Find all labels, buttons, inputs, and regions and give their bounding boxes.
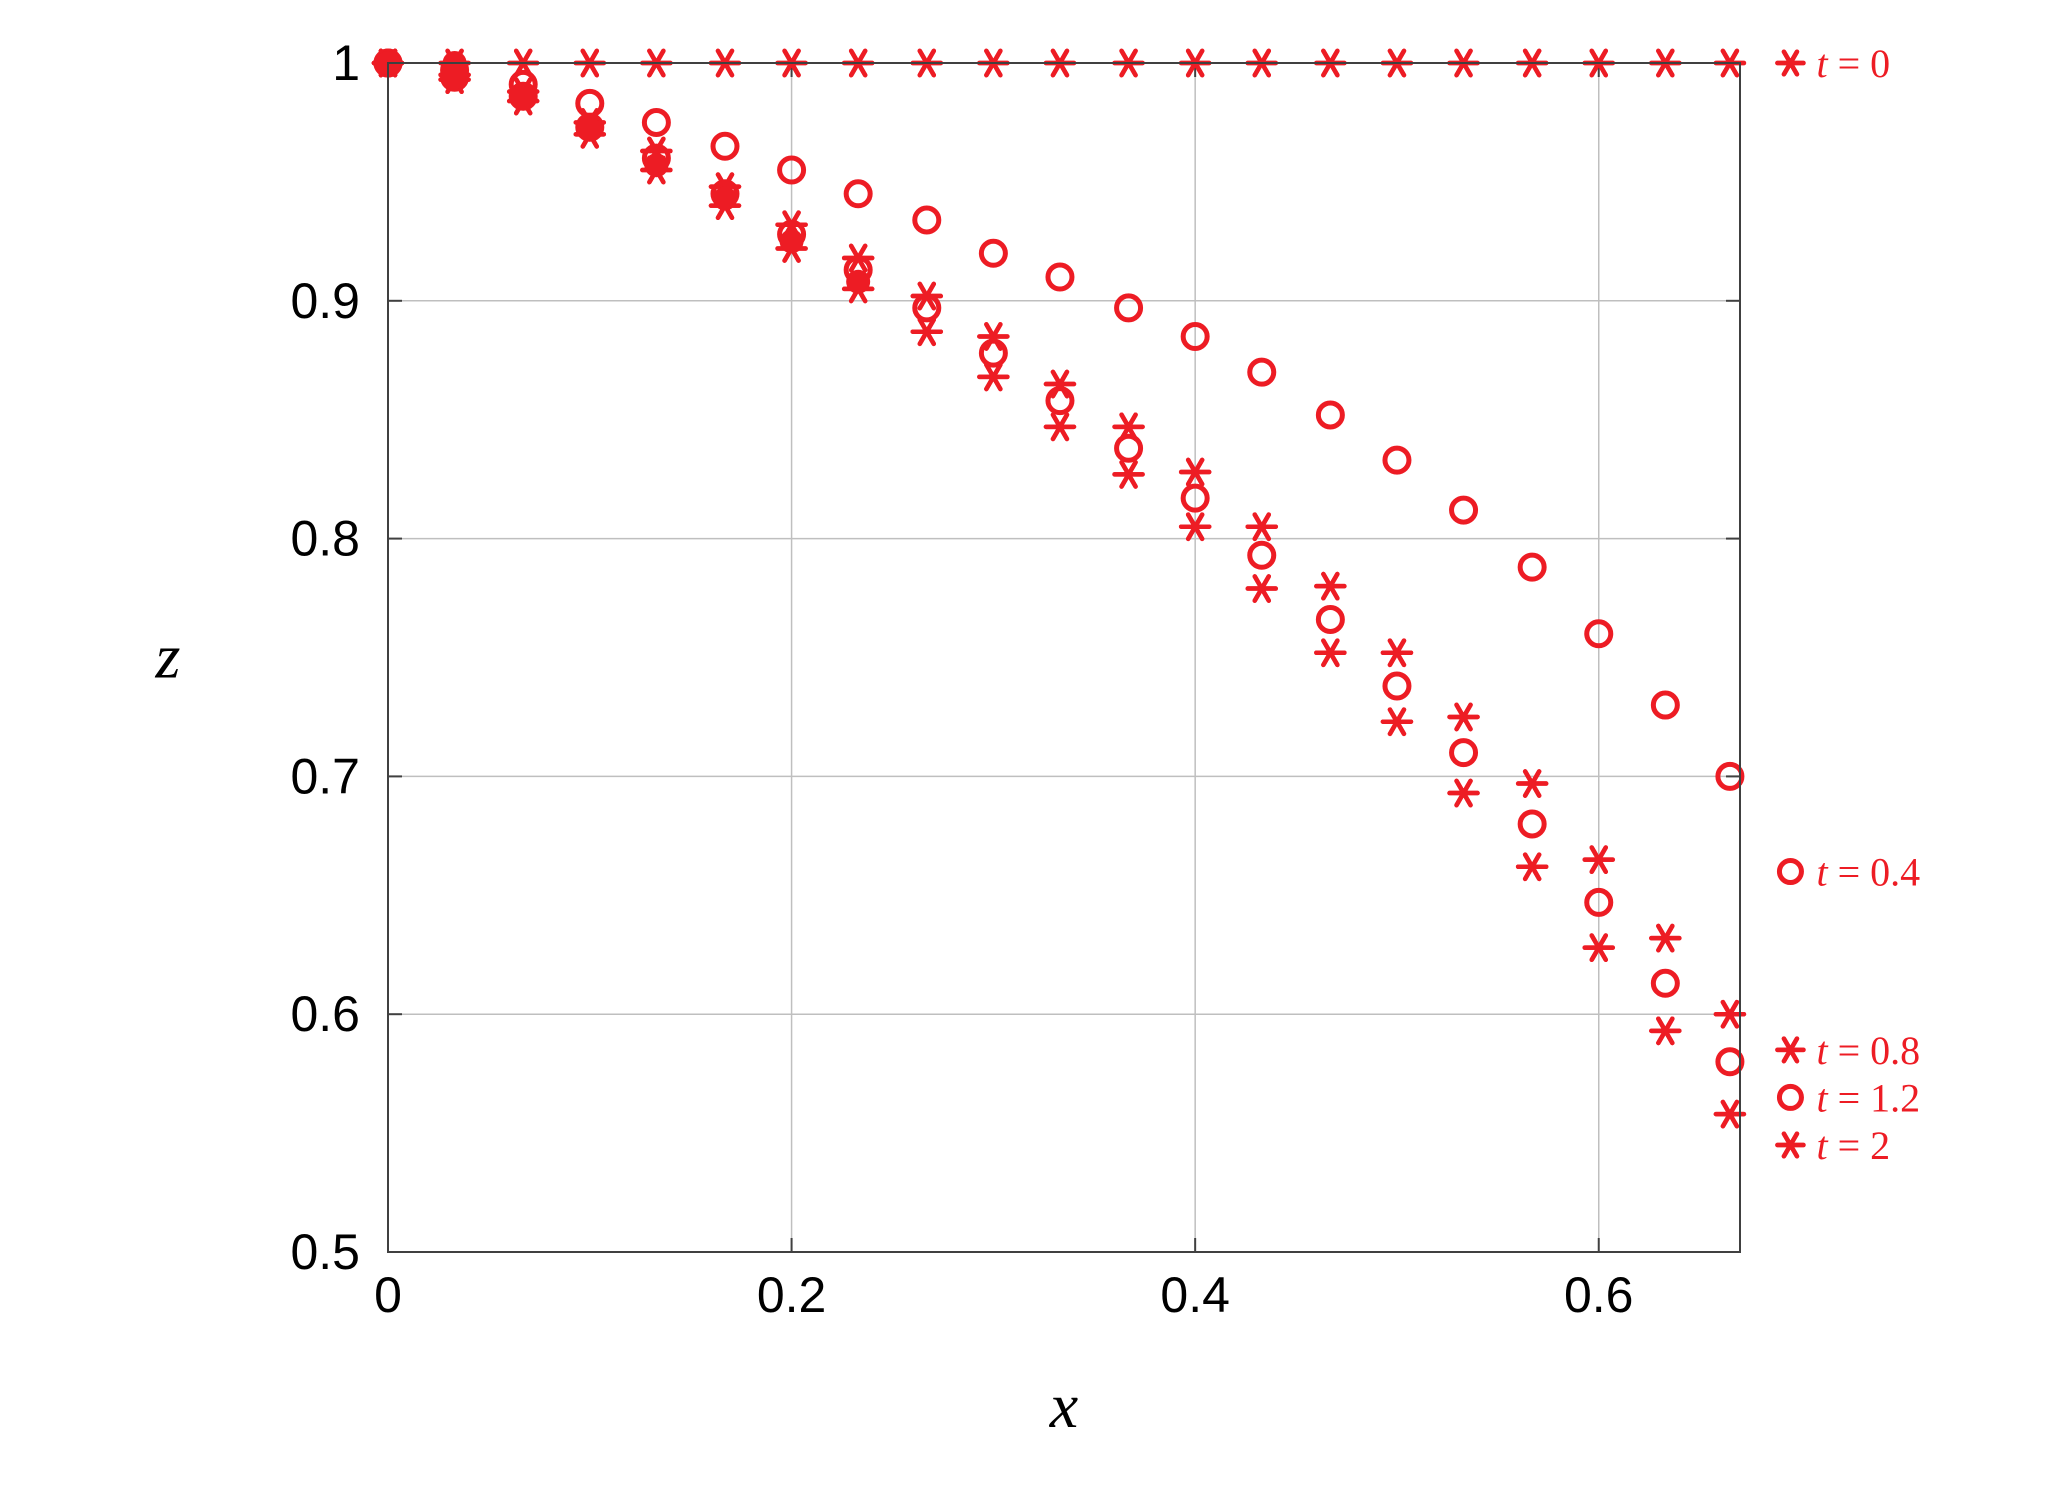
- point-filled: [713, 187, 737, 211]
- point-filled: [780, 229, 804, 253]
- series-annotation: t = 0: [1816, 41, 1890, 86]
- point-filled: [511, 87, 535, 111]
- y-tick-label: 0.5: [290, 1224, 360, 1280]
- x-tick-label: 0: [374, 1267, 402, 1323]
- y-tick-label: 0.6: [290, 986, 360, 1042]
- y-tick-label: 1: [332, 35, 360, 91]
- series-annotation: t = 2: [1816, 1123, 1890, 1168]
- scatter-chart: 0 0.2 0.4 0.6 0.5 0.6 0.7 0.8 0.9 1 x z t = 0 t = 0.4…: [0, 0, 2050, 1507]
- y-tick-label: 0.8: [290, 511, 360, 567]
- point-filled: [443, 65, 467, 89]
- series-annotation: t = 0.8: [1816, 1028, 1920, 1073]
- series-annotation: t = 1.2: [1816, 1075, 1920, 1120]
- x-tick-label: 0.2: [757, 1267, 827, 1323]
- y-tick-label: 0.9: [290, 273, 360, 329]
- x-tick-label: 0.6: [1564, 1267, 1634, 1323]
- y-tick-label: 0.7: [290, 748, 360, 804]
- chart-container: 0 0.2 0.4 0.6 0.5 0.6 0.7 0.8 0.9 1 x z t = 0 t = 0.4…: [0, 0, 2050, 1507]
- point-filled: [578, 118, 602, 142]
- point-filled: [644, 153, 668, 177]
- y-axis-label: z: [155, 621, 181, 692]
- point-filled: [846, 270, 870, 294]
- series-annotation: t = 0.4: [1816, 850, 1920, 895]
- x-axis-label: x: [1049, 1370, 1078, 1441]
- x-tick-label: 0.4: [1160, 1267, 1230, 1323]
